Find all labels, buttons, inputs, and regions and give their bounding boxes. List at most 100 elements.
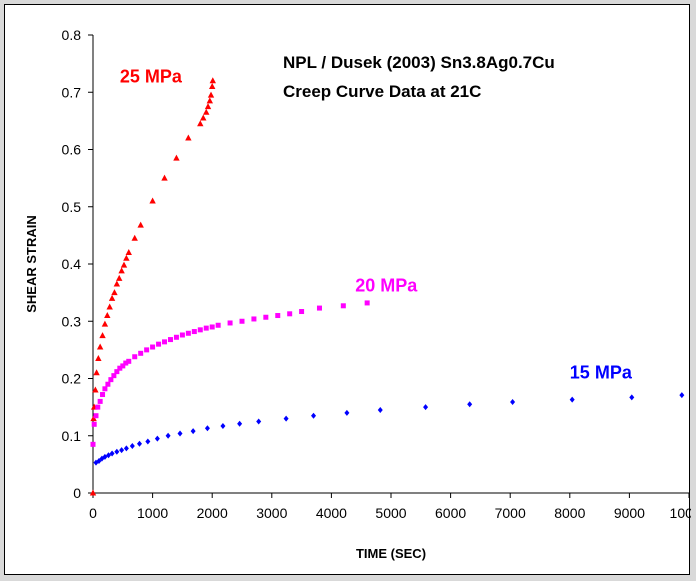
point-15-mpa — [510, 398, 516, 405]
point-20-mpa — [91, 421, 97, 427]
point-25-mpa — [173, 154, 180, 161]
point-15-mpa — [145, 438, 151, 445]
point-20-mpa — [215, 322, 221, 328]
point-20-mpa — [150, 344, 156, 350]
x-axis-title: TIME (SEC) — [356, 546, 426, 561]
point-15-mpa — [256, 418, 262, 425]
x-tick-label: 3000 — [256, 505, 287, 521]
y-tick-label: 0 — [73, 485, 81, 501]
point-20-mpa — [316, 305, 322, 311]
y-tick-label: 0.2 — [62, 371, 82, 387]
point-20-mpa — [111, 373, 117, 379]
chart-title-line-2: Creep Curve Data at 21C — [283, 82, 481, 101]
series-label-25-mpa: 25 MPa — [120, 67, 183, 87]
y-tick-label: 0.5 — [62, 199, 82, 215]
point-20-mpa — [90, 441, 96, 447]
series-labels: 25 MPa 20 MPa 15 MPa — [120, 67, 633, 383]
point-20-mpa — [105, 381, 111, 387]
point-25-mpa — [108, 294, 116, 301]
point-25-mpa — [95, 354, 102, 361]
point-25-mpa — [197, 120, 204, 127]
point-15-mpa — [204, 425, 210, 432]
point-25-mpa — [89, 489, 97, 496]
point-25-mpa — [204, 103, 212, 110]
point-20-mpa — [97, 398, 103, 404]
point-20-mpa — [102, 386, 108, 392]
point-15-mpa — [377, 406, 383, 413]
x-tick-label: 2000 — [197, 505, 228, 521]
point-25-mpa — [93, 369, 100, 376]
point-20-mpa — [179, 332, 185, 338]
point-20-mpa — [156, 341, 162, 347]
point-15-mpa — [311, 412, 317, 419]
y-tick-label: 0.7 — [62, 84, 82, 100]
point-20-mpa — [123, 360, 129, 366]
point-25-mpa — [209, 83, 216, 90]
point-15-mpa — [344, 409, 350, 416]
point-20-mpa — [203, 325, 209, 331]
chart-title-line-1: NPL / Dusek (2003) Sn3.8Ag0.7Cu — [283, 53, 555, 72]
point-20-mpa — [275, 313, 281, 319]
point-25-mpa — [209, 77, 216, 84]
point-25-mpa — [101, 320, 109, 327]
data-points — [89, 77, 685, 496]
chart-frame: 0 1000 2000 3000 4000 5000 6000 7000 8000 9000 100… — [4, 4, 691, 575]
point-20-mpa — [299, 309, 305, 315]
point-20-mpa — [95, 404, 101, 410]
y-tick-labels: 0 0.1 0.2 0.3 0.4 0.5 0.6 0.7 0.8 — [62, 27, 93, 501]
series-label-20-mpa: 20 MPa — [355, 275, 418, 295]
point-25-mpa — [161, 174, 168, 181]
point-25-mpa — [104, 312, 111, 319]
x-tick-label: 7000 — [495, 505, 526, 521]
point-20-mpa — [93, 413, 99, 419]
series-label-15-mpa: 15 MPa — [570, 363, 633, 383]
point-25-mpa — [207, 91, 215, 98]
point-25-mpa — [149, 197, 156, 204]
point-25-mpa — [106, 303, 113, 310]
point-20-mpa — [251, 316, 257, 322]
point-25-mpa — [113, 280, 121, 287]
point-15-mpa — [467, 401, 473, 408]
point-25-mpa — [96, 343, 104, 350]
point-20-mpa — [364, 300, 370, 306]
point-15-mpa — [220, 423, 226, 430]
point-15-mpa — [119, 447, 125, 454]
point-15-mpa — [190, 428, 196, 435]
point-25-mpa — [116, 274, 123, 281]
point-15-mpa — [154, 435, 160, 442]
point-25-mpa — [203, 108, 210, 115]
point-20-mpa — [287, 311, 293, 317]
point-15-mpa — [283, 415, 289, 422]
point-20-mpa — [197, 327, 203, 333]
point-25-mpa — [185, 134, 192, 141]
x-tick-labels: 0 1000 2000 3000 4000 5000 6000 7000 8000 9000 100… — [89, 493, 691, 521]
axes — [92, 35, 689, 494]
point-20-mpa — [209, 324, 215, 330]
y-tick-label: 0.4 — [62, 256, 82, 272]
point-20-mpa — [167, 337, 173, 343]
x-tick-label: 1000 — [137, 505, 168, 521]
point-20-mpa — [132, 354, 138, 360]
y-tick-label: 0.6 — [62, 142, 82, 158]
point-25-mpa — [92, 386, 99, 393]
point-15-mpa — [237, 420, 243, 427]
point-15-mpa — [109, 450, 115, 457]
point-25-mpa — [200, 114, 207, 121]
x-tick-label: 6000 — [435, 505, 466, 521]
point-25-mpa — [206, 97, 214, 104]
point-25-mpa — [120, 261, 128, 268]
point-15-mpa — [165, 432, 171, 439]
point-20-mpa — [138, 350, 144, 356]
y-tick-label: 0.8 — [62, 27, 82, 43]
point-15-mpa — [129, 443, 135, 450]
point-15-mpa — [102, 453, 108, 460]
y-tick-label: 0.1 — [62, 428, 82, 444]
point-20-mpa — [114, 369, 120, 375]
point-25-mpa — [99, 332, 106, 339]
point-20-mpa — [227, 320, 233, 326]
point-15-mpa — [679, 392, 685, 399]
point-25-mpa — [123, 254, 130, 261]
point-20-mpa — [162, 339, 168, 345]
point-15-mpa — [423, 404, 429, 411]
point-25-mpa — [137, 221, 144, 228]
